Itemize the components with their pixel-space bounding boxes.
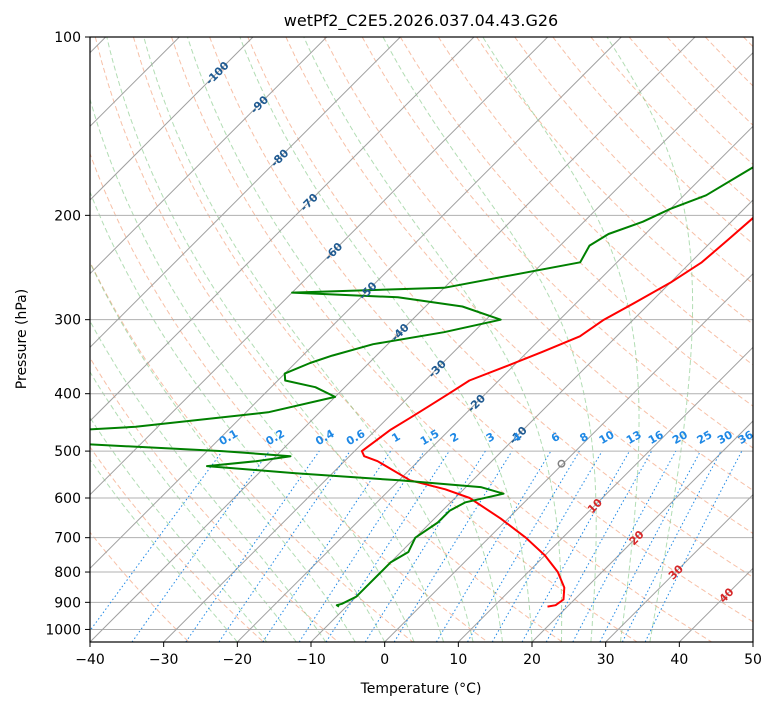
isotherm-line xyxy=(90,37,475,422)
x-tick-label: −40 xyxy=(75,652,105,668)
isotherm-line xyxy=(310,199,753,642)
y-tick-label: 800 xyxy=(54,565,81,581)
dry-adiabat xyxy=(247,37,753,578)
isotherm-line xyxy=(605,493,753,642)
moist-adiabat xyxy=(482,37,640,642)
mixing-ratio-line xyxy=(262,450,392,642)
dry-adiabat xyxy=(209,37,753,623)
x-axis-label: Temperature (°C) xyxy=(360,681,482,697)
plot-area: -100-90-80-70-60-50-40-30-20-1010203040 … xyxy=(90,37,756,642)
moist-adiabat xyxy=(106,37,445,642)
dry-adiabat xyxy=(90,152,488,642)
isotherm-line xyxy=(163,51,753,642)
x-tick-label: −30 xyxy=(149,652,179,668)
mixing-ratio-lines xyxy=(90,450,743,642)
isotherm-line xyxy=(90,37,328,275)
isotherm-line xyxy=(90,37,549,496)
moist-adiabat xyxy=(382,37,597,642)
y-tick-label: 600 xyxy=(54,491,81,507)
mixing-ratio-label: 36 xyxy=(736,428,756,447)
dry-adiabat xyxy=(94,37,563,642)
moist-adiabat xyxy=(90,458,238,642)
mixing-ratio-line xyxy=(298,450,425,642)
isotherm-line xyxy=(384,272,753,642)
dry-adiabat xyxy=(437,37,753,366)
dry-adiabat xyxy=(90,446,264,642)
x-tick-label: 20 xyxy=(523,652,541,668)
isotherm-line xyxy=(457,346,753,642)
isotherm-line xyxy=(531,420,753,642)
dry-adiabat xyxy=(476,37,753,325)
y-tick-label: 900 xyxy=(54,595,81,611)
y-axis-label: Pressure (hPa) xyxy=(14,289,30,389)
mixing-ratio-line xyxy=(393,450,513,642)
dry-adiabat xyxy=(285,37,753,535)
y-tick-label: 400 xyxy=(54,387,81,403)
isobars xyxy=(90,37,753,630)
mixing-ratio-line xyxy=(325,450,450,642)
profile-series xyxy=(90,166,753,608)
moist-adiabat xyxy=(90,261,356,642)
plot-frame xyxy=(89,36,754,643)
y-tick-label: 700 xyxy=(54,531,81,547)
y-tick-label: 500 xyxy=(54,444,81,460)
dry-adiabat xyxy=(514,37,753,285)
moist-adiabat xyxy=(90,320,327,642)
dry-adiabat xyxy=(90,356,339,642)
dewpoint-line xyxy=(90,166,753,608)
moist-adiabat xyxy=(187,37,503,642)
x-tick-label: 10 xyxy=(449,652,467,668)
dry-adiabat xyxy=(90,260,414,642)
moist-adiabat xyxy=(606,37,694,642)
mixing-ratio-line xyxy=(545,450,653,642)
mixing-ratio-line xyxy=(521,450,630,642)
isotherm-line xyxy=(236,125,753,642)
x-tick-label: 40 xyxy=(670,652,688,668)
isotherm-line xyxy=(90,37,696,642)
isotherm-line xyxy=(90,37,254,201)
x-tick-label: 30 xyxy=(597,652,615,668)
y-tick-label: 100 xyxy=(54,30,81,46)
x-tick-label: −20 xyxy=(223,652,253,668)
dry-adiabats xyxy=(90,37,753,642)
isotherm-line xyxy=(90,37,401,349)
x-tick-label: 50 xyxy=(744,652,762,668)
y-tick-label: 1000 xyxy=(45,622,81,638)
mixing-ratio-line xyxy=(185,450,320,642)
mixing-ratio-line xyxy=(131,450,270,642)
moist-adiabat xyxy=(90,190,386,642)
x-axis: −40 −30 −20 −10 0 10 20 30 40 50 xyxy=(75,642,762,668)
mixing-ratio-line xyxy=(644,450,743,642)
temperature-line xyxy=(360,216,753,608)
chart-title: wetPf2_C2E5.2026.037.04.43.G26 xyxy=(284,11,558,31)
isotherms xyxy=(90,37,753,642)
moist-adiabat xyxy=(143,37,474,642)
moist-adiabat xyxy=(239,37,533,642)
lcl-circle xyxy=(557,459,566,468)
mixing-ratio-line xyxy=(572,450,677,642)
dry-adiabat xyxy=(171,37,712,642)
dry-adiabat xyxy=(323,37,753,491)
dry-adiabat xyxy=(90,531,190,642)
y-tick-label: 200 xyxy=(54,208,81,224)
dry-adiabat xyxy=(399,37,753,407)
y-tick-label: 300 xyxy=(54,313,81,329)
x-tick-label: −10 xyxy=(296,652,326,668)
isotherm-line xyxy=(90,37,622,570)
mixing-ratio-line xyxy=(218,450,351,642)
moist-adiabat xyxy=(90,416,268,642)
y-axis: 100 200 300 400 500 600 700 800 900 1000 xyxy=(45,30,90,638)
mixing-ratio-line xyxy=(90,450,223,632)
x-tick-label: 0 xyxy=(380,652,389,668)
